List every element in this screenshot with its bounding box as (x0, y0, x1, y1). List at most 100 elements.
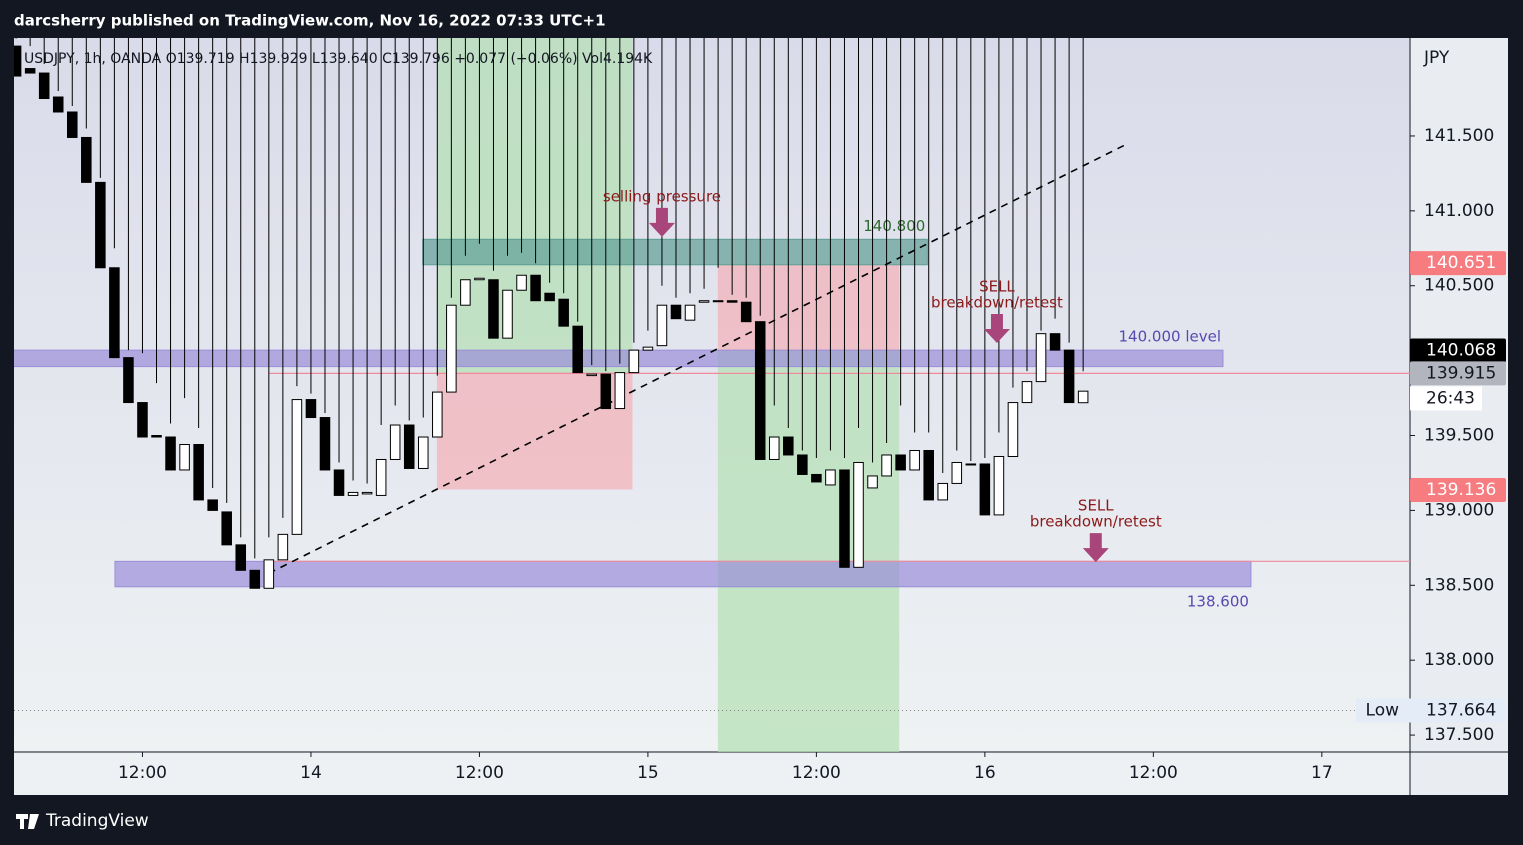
candle-body (81, 136, 92, 183)
candle-body (544, 292, 555, 302)
callout-text: breakdown/retest (931, 293, 1063, 311)
low-value: 137.664 (1426, 701, 1496, 721)
candle-body (1077, 390, 1089, 404)
candle-body (66, 111, 78, 138)
y-tick-label: 140.500 (1424, 276, 1494, 296)
profit-zone (436, 38, 633, 373)
trendline (268, 144, 1126, 575)
candle-body (1035, 333, 1047, 383)
price-tag (1410, 251, 1506, 276)
x-tick-label: 12:00 (455, 763, 504, 783)
candle-body (502, 289, 513, 339)
candle-body (642, 346, 654, 351)
candle-body (558, 298, 569, 327)
y-tick-label: 138.500 (1424, 575, 1494, 595)
callout-text: selling pressure (603, 187, 721, 205)
zone (114, 560, 1252, 588)
candle-body (38, 72, 50, 100)
header: darcsherry published on TradingView.com,… (14, 12, 606, 30)
callout-arrow (1082, 533, 1109, 563)
x-tick-label: 12:00 (1129, 763, 1178, 783)
candle-body (614, 372, 626, 410)
candle-body (95, 181, 106, 269)
candle-body (684, 304, 696, 321)
candle-body (867, 475, 878, 489)
candle-body (333, 469, 345, 496)
candle-body (165, 436, 176, 471)
candle-body (965, 463, 977, 466)
legend: USDJPY, 1h, OANDA O139.719 H139.929 L139… (24, 51, 653, 67)
candle-body (193, 444, 204, 501)
candle-body (656, 304, 668, 347)
candle-body (1049, 333, 1061, 351)
candle-body (52, 96, 64, 113)
candle-body (347, 491, 359, 496)
candle-body (488, 279, 499, 339)
candle-body (389, 424, 401, 460)
x-tick-label: 16 (974, 763, 996, 783)
candle-body (432, 391, 443, 438)
loss-zone (436, 372, 633, 490)
y-tick-label: 137.500 (1424, 725, 1494, 745)
candle-body (403, 424, 415, 469)
x-tick-label: 12:00 (792, 763, 841, 783)
zone-label: 138.600 (1187, 592, 1249, 610)
candle-body (600, 373, 612, 410)
x-tick-label: 15 (637, 763, 659, 783)
candle-body (754, 321, 766, 460)
candle-body (319, 417, 331, 471)
candle-body (572, 325, 583, 374)
candle-body (291, 399, 303, 535)
candle-body (263, 559, 275, 589)
candle-body (516, 274, 527, 291)
candle-body (123, 357, 134, 404)
candle-body (768, 436, 780, 460)
candle-body (811, 473, 822, 483)
candle-body (179, 444, 190, 471)
countdown: 26:43 (1426, 388, 1475, 408)
candle-body (853, 461, 864, 568)
candle-body (586, 373, 598, 377)
candle-body (726, 300, 738, 303)
candle-body (446, 304, 457, 393)
plot-layer: 140.000 level 138.600 140.800 (14, 38, 1410, 752)
countdown-box (1410, 386, 1482, 411)
candle-body (740, 301, 752, 323)
price-tag (1410, 478, 1506, 503)
candle-body (1007, 402, 1019, 457)
candle-body (839, 469, 850, 568)
price-tag (1410, 361, 1506, 386)
candle-body (137, 402, 148, 438)
y-tick-label: 141.000 (1424, 201, 1494, 221)
candle-body (24, 68, 36, 74)
candle-body (417, 436, 429, 469)
price-axis (1410, 38, 1508, 795)
candle-body (235, 544, 247, 571)
candle-body (993, 455, 1005, 516)
x-tick-label: 17 (1311, 763, 1333, 783)
candle-body (881, 454, 892, 477)
price-tag (1410, 338, 1506, 363)
y-axis-label: JPY (1423, 48, 1450, 68)
y-tick-label: 139.500 (1424, 426, 1494, 446)
zone-label: 140.000 level (1119, 328, 1221, 346)
candle-body (712, 300, 724, 303)
candle-body (530, 274, 541, 302)
candle-body (951, 461, 963, 484)
y-tick-label: 141.500 (1424, 126, 1494, 146)
candle-body (14, 45, 22, 77)
candle-body (361, 491, 373, 495)
candle-body (1063, 349, 1075, 404)
price-tag-label: 139.915 (1426, 363, 1496, 383)
callout-arrow (648, 207, 675, 237)
candle-body (249, 569, 261, 589)
candle-body (698, 300, 710, 303)
x-tick-label: 14 (300, 763, 322, 783)
candle-body (207, 499, 218, 511)
candle-body (109, 267, 120, 359)
candle-body (937, 482, 949, 501)
candle-body (151, 435, 162, 438)
plot-area (14, 38, 1410, 752)
candle-body (1021, 381, 1033, 404)
candle-body (783, 436, 794, 456)
